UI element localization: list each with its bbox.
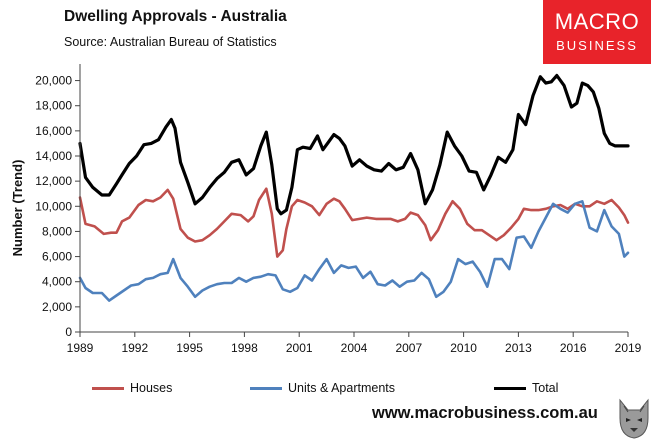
- x-tick-label: 2019: [615, 341, 642, 355]
- legend-label-units: Units & Apartments: [288, 381, 395, 395]
- logo-line1: MACRO: [554, 9, 640, 34]
- legend-line-houses: [92, 386, 124, 390]
- x-tick-label: 2001: [286, 341, 313, 355]
- houses-line: [78, 187, 630, 258]
- x-tick-label: 1989: [67, 341, 94, 355]
- y-tick-label: 6,000: [42, 250, 72, 264]
- y-tick-label: 14,000: [35, 149, 72, 163]
- legend-line-units: [250, 386, 282, 390]
- legend-label-total: Total: [532, 381, 559, 395]
- legend-item-total: Total: [494, 381, 558, 395]
- legend-line-total: [494, 386, 526, 390]
- y-tick-label: 10,000: [35, 199, 72, 213]
- y-tick-label: 2,000: [42, 300, 72, 314]
- x-tick-label: 2013: [505, 341, 532, 355]
- x-tick-label: 2016: [560, 341, 587, 355]
- total-line: [78, 73, 630, 216]
- x-tick-label: 1995: [176, 341, 203, 355]
- wolf-mascot-icon: [619, 398, 649, 439]
- y-tick-label: 0: [65, 325, 72, 339]
- website-url: www.macrobusiness.com.au: [372, 404, 598, 422]
- y-tick-label: 8,000: [42, 224, 72, 238]
- x-tick-label: 1998: [231, 341, 258, 355]
- y-tick-label: 4,000: [42, 275, 72, 289]
- x-tick-label: 1992: [121, 341, 148, 355]
- legend-item-houses: Houses: [92, 381, 172, 395]
- logo-line2: BUSINESS: [556, 38, 638, 53]
- y-tick-label: 12,000: [35, 174, 72, 188]
- y-tick-label: 16,000: [35, 124, 72, 138]
- x-tick-label: 2010: [450, 341, 477, 355]
- legend-item-units: Units & Apartments: [250, 381, 395, 395]
- y-tick-label: 18,000: [35, 99, 72, 113]
- y-tick-label: 20,000: [35, 74, 72, 88]
- chart-title: Dwelling Approvals - Australia: [64, 8, 287, 25]
- macrobusiness-logo: MACRO BUSINESS: [543, 0, 651, 64]
- x-tick-label: 2007: [395, 341, 422, 355]
- legend-label-houses: Houses: [130, 381, 173, 395]
- x-tick-label: 2004: [341, 341, 368, 355]
- units-line: [78, 200, 630, 302]
- y-axis-label: Number (Trend): [10, 160, 25, 257]
- chart-source: Source: Australian Bureau of Statistics: [64, 35, 277, 49]
